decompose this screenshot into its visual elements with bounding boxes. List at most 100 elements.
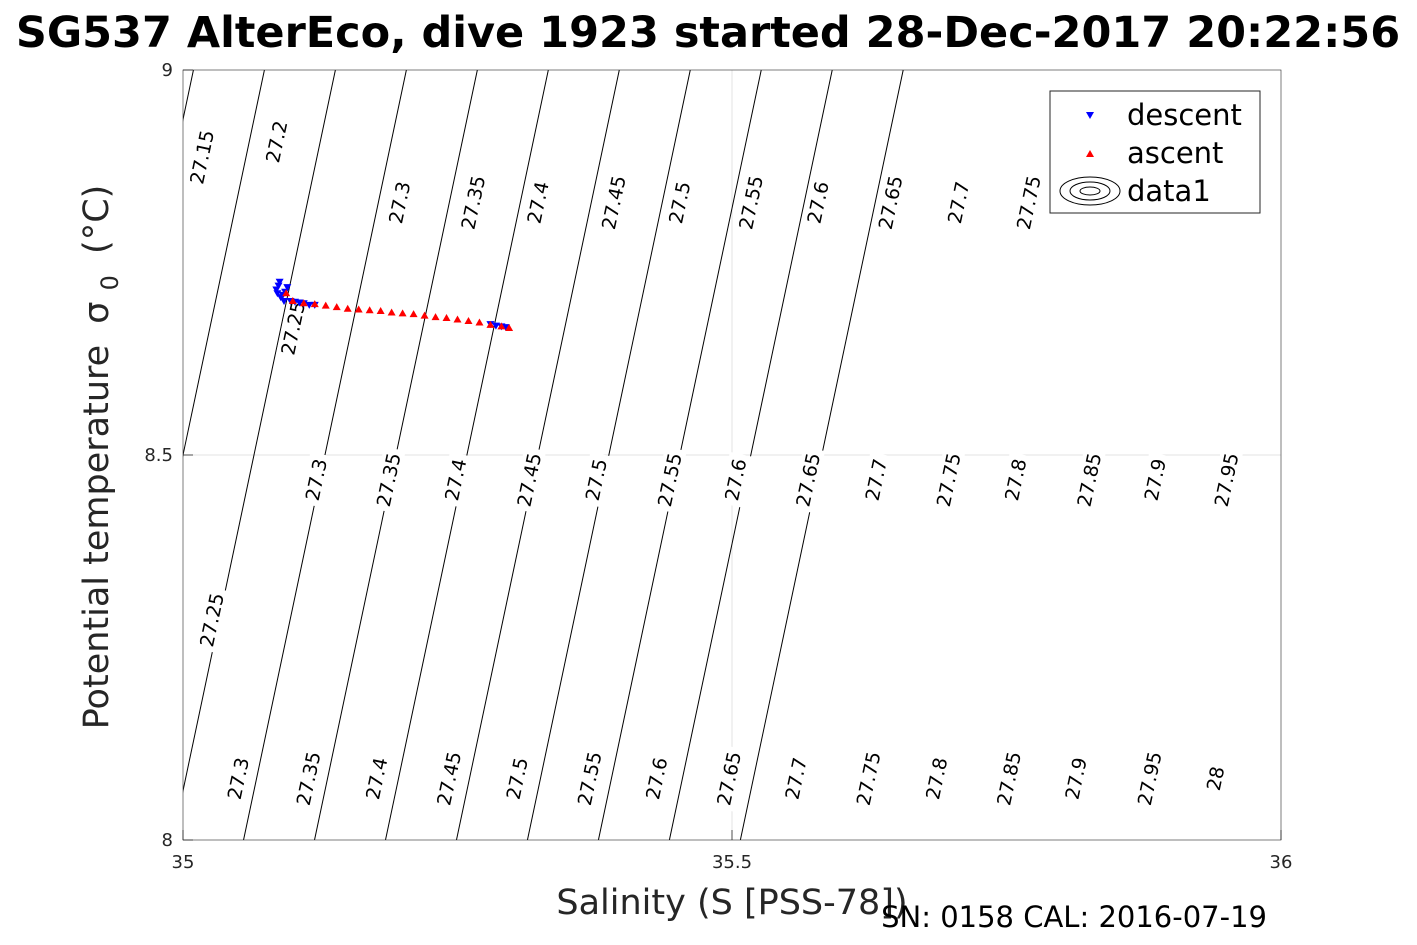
legend-ascent-label: ascent	[1127, 136, 1223, 170]
ascent-point	[505, 323, 514, 331]
contour-label-bg	[1201, 761, 1229, 796]
x-tick-label: 35	[172, 852, 195, 873]
contour-label-bg	[999, 451, 1032, 508]
ascent-point	[321, 301, 330, 309]
contour-label-bg	[1208, 446, 1244, 513]
ascent-point	[288, 297, 297, 304]
contour-label-bg	[1131, 745, 1167, 812]
contour-label-bg	[571, 745, 607, 812]
contour-label-bg	[711, 745, 746, 812]
contour-label-bg	[779, 750, 812, 807]
contour-line	[385, 70, 549, 840]
descent-point	[501, 324, 510, 332]
contour-label-bg	[500, 750, 533, 807]
contour-label-bg	[184, 123, 219, 191]
ascent-point	[310, 300, 319, 308]
descent-point	[280, 298, 289, 305]
contour-label-text: 28	[1203, 764, 1230, 792]
y-axis-label-subscript: 0	[96, 275, 124, 290]
contour-label-bg	[872, 169, 908, 236]
contour-label-bg	[931, 446, 966, 513]
ascent-point	[409, 310, 418, 318]
descent-point	[491, 322, 500, 330]
ascent-point	[398, 309, 407, 317]
axis-ticks: 35 35.5 36 8 8.5 9	[144, 60, 1292, 873]
contour-line	[526, 70, 691, 840]
contour-label: 27.25	[194, 586, 229, 653]
contour-label-bg	[991, 745, 1026, 812]
contour-label-bg	[221, 750, 255, 807]
chart-title: SG537 AlterEco, dive 1923 started 28-Dec…	[16, 8, 1400, 58]
contour-label-bg	[511, 446, 547, 513]
ascent-point	[343, 304, 352, 312]
ascent-point	[387, 308, 396, 316]
descent-point	[305, 301, 314, 309]
ascent-point	[282, 289, 291, 297]
ascent-point	[376, 307, 385, 315]
contour-label-bg	[260, 113, 293, 170]
legend-descent-marker	[1086, 112, 1094, 119]
x-axis-label: Salinity (S [PSS-78])	[556, 883, 907, 923]
contour-label-bg	[850, 745, 886, 812]
contour-line	[183, 70, 336, 794]
ascent-point	[453, 315, 462, 323]
legend-descent-label: descent	[1127, 98, 1242, 132]
descent-point	[274, 282, 283, 290]
contour-label-bg	[455, 169, 491, 236]
contour-line	[668, 70, 833, 840]
contour-label-bg	[942, 174, 975, 231]
contour-label-bg	[1071, 446, 1107, 513]
contour-label-bg	[920, 750, 953, 807]
contour-label-bg	[371, 446, 406, 513]
contour-label-bg	[596, 169, 631, 236]
legend-ascent-marker	[1086, 150, 1094, 157]
ascent-point	[486, 320, 495, 328]
footnote: SN: 0158 CAL: 2016-07-19	[881, 900, 1267, 934]
contour-label-bg	[640, 750, 673, 807]
ascent-point	[442, 313, 451, 321]
x-tick-label: 35.5	[712, 852, 752, 873]
contour-label-bg	[439, 451, 472, 508]
legend-data1-label: data1	[1127, 174, 1211, 208]
contour-label-bg	[859, 451, 892, 508]
contour-label-bg	[275, 294, 311, 362]
y-axis-label-symbol: σ	[77, 302, 117, 324]
y-axis-label: Potential temperature σ 0 (°C)	[77, 185, 127, 730]
y-axis-label-text: Potential temperature	[77, 345, 117, 729]
contour-label-bg	[1138, 451, 1171, 508]
legend: descent ascent data1	[1049, 90, 1261, 214]
contour-label: 27.75	[1011, 169, 1046, 236]
ascent-point	[431, 313, 440, 321]
ascent-point	[332, 303, 341, 311]
legend-contour-icon	[1059, 176, 1121, 206]
contour-label: 28	[1201, 761, 1230, 796]
y-tick-label: 9	[162, 60, 173, 81]
contour-label-bg	[790, 446, 826, 513]
y-tick-label: 8	[162, 830, 173, 851]
ascent-point	[475, 318, 484, 326]
contour-label-bg	[383, 174, 416, 231]
x-tick-label: 36	[1270, 852, 1293, 873]
ascent-point	[497, 322, 506, 330]
contour-label-bg	[1059, 750, 1092, 807]
descent-point	[275, 278, 284, 286]
contour-label-bg	[299, 451, 332, 508]
contour-label-bg	[360, 750, 393, 807]
contour-label-bg	[194, 586, 229, 653]
descent-point	[283, 284, 292, 292]
ascent-point	[365, 306, 374, 314]
ascent-point	[420, 311, 429, 319]
contour-label-bg	[733, 169, 768, 236]
y-axis-label-unit: (°C)	[77, 185, 117, 254]
contour-label-bg	[431, 745, 466, 812]
contour-label-bg	[290, 745, 326, 812]
contour-label-bg	[719, 451, 752, 508]
ascent-point	[299, 299, 308, 307]
y-tick-label: 8.5	[144, 445, 173, 466]
ascent-point	[354, 305, 363, 313]
data-points	[272, 278, 514, 332]
ascent-point	[464, 317, 473, 325]
contour-label-bg	[663, 174, 696, 231]
